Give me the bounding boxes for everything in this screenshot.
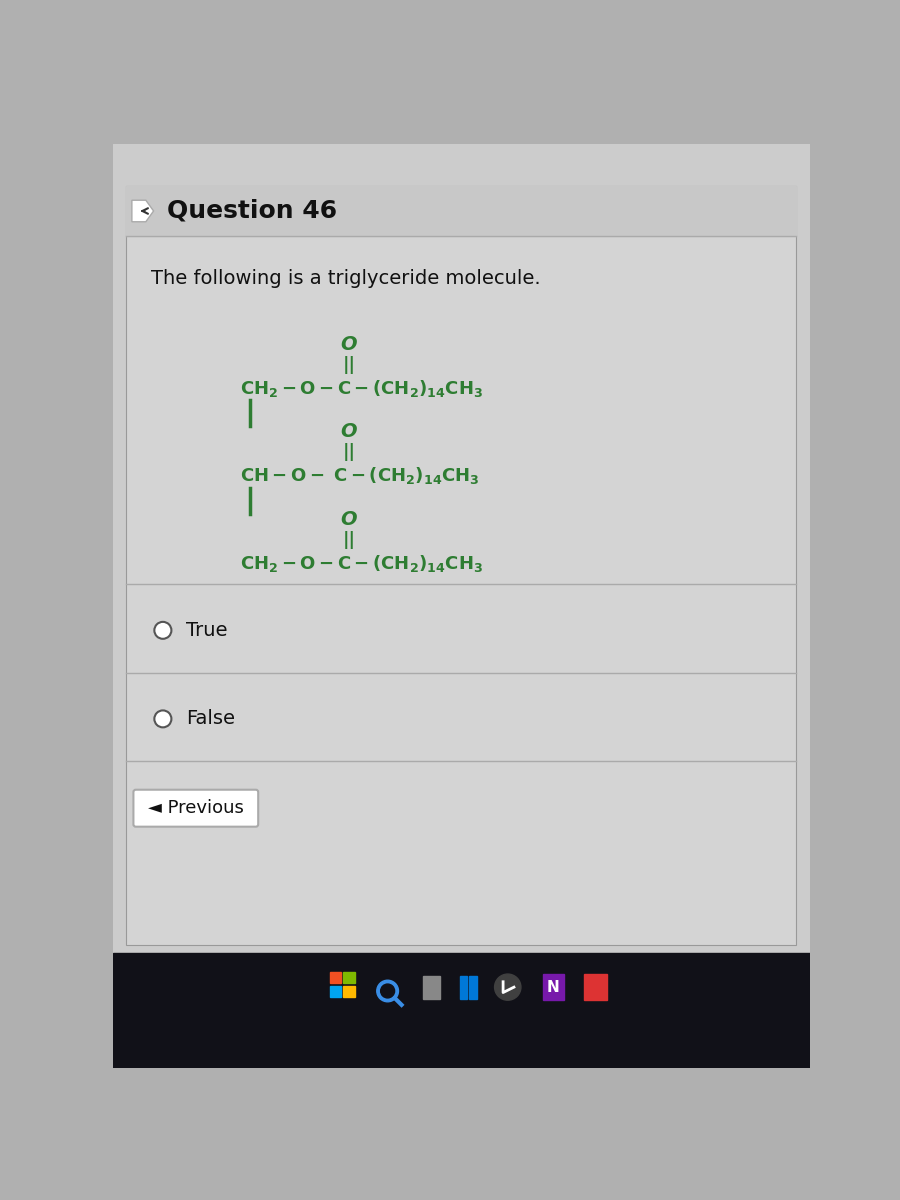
Polygon shape [132, 200, 154, 222]
Text: $\mathbf{CH-O-\ C-(CH_2)_{14}CH_3}$: $\mathbf{CH-O-\ C-(CH_2)_{14}CH_3}$ [240, 466, 480, 486]
Text: ||: || [342, 444, 356, 462]
Text: False: False [186, 709, 235, 728]
Bar [126, 186, 796, 944]
FancyBboxPatch shape [133, 790, 258, 827]
Text: $\mathbf{CH_2-O-C-(CH_2)_{14}CH_3}$: $\mathbf{CH_2-O-C-(CH_2)_{14}CH_3}$ [240, 553, 483, 574]
Bar [329, 972, 341, 983]
Bar [584, 974, 607, 1001]
Text: $\mathbf{CH_2-O-C-(CH_2)_{14}CH_3}$: $\mathbf{CH_2-O-C-(CH_2)_{14}CH_3}$ [240, 378, 483, 398]
Text: True: True [186, 620, 228, 640]
Bar [422, 976, 439, 998]
Text: N: N [547, 979, 560, 995]
Bar [543, 974, 564, 1001]
Text: ||: || [342, 532, 356, 550]
Circle shape [495, 974, 521, 1001]
Text: O: O [340, 510, 357, 529]
Circle shape [381, 984, 394, 998]
Text: The following is a triglyceride molecule.: The following is a triglyceride molecule… [151, 269, 541, 288]
Bar [126, 186, 796, 236]
Text: O: O [340, 335, 357, 354]
Bar [469, 976, 477, 998]
Circle shape [155, 622, 171, 638]
Circle shape [155, 710, 171, 727]
Text: ||: || [342, 355, 356, 373]
Bar [344, 985, 356, 997]
Text: Question 46: Question 46 [166, 199, 337, 223]
Bar [329, 985, 341, 997]
Text: O: O [340, 422, 357, 442]
Text: ◄ Previous: ◄ Previous [148, 799, 244, 817]
Bar [344, 972, 356, 983]
Bar [112, 953, 810, 1068]
Circle shape [377, 980, 399, 1002]
Bar [460, 976, 467, 998]
